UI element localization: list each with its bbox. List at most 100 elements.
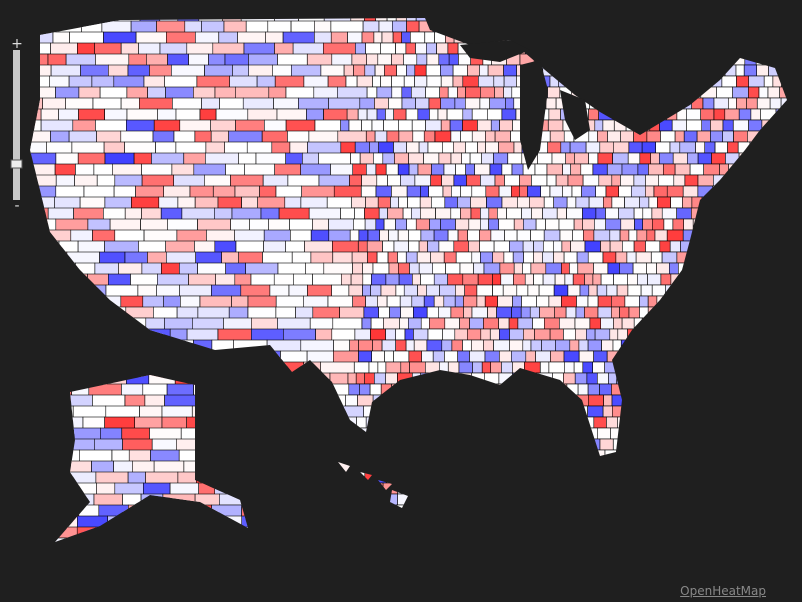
county [710, 504, 727, 517]
county [393, 394, 406, 407]
county [725, 152, 740, 165]
county [513, 273, 526, 286]
county [609, 64, 623, 77]
county [489, 163, 503, 176]
county [670, 361, 683, 374]
county [404, 328, 414, 341]
county [375, 526, 391, 539]
county [582, 218, 595, 231]
county [702, 240, 719, 253]
county [193, 339, 213, 352]
county [761, 350, 776, 363]
county [746, 493, 764, 506]
county [672, 42, 686, 55]
zoom-out[interactable]: - [14, 198, 19, 214]
county [770, 31, 781, 44]
county [534, 163, 548, 176]
county [597, 306, 612, 319]
county [480, 251, 493, 264]
county [378, 20, 393, 33]
county [372, 152, 384, 165]
county [791, 483, 802, 494]
county [758, 31, 772, 44]
county [692, 18, 707, 22]
county [308, 460, 332, 475]
county [159, 339, 194, 361]
county [411, 372, 421, 385]
county [501, 196, 518, 209]
county [572, 482, 583, 495]
county [25, 549, 42, 562]
county [763, 75, 774, 88]
county [445, 262, 461, 275]
county [417, 108, 430, 121]
county [795, 527, 802, 538]
county [657, 42, 674, 55]
county [708, 328, 723, 341]
county [486, 482, 503, 495]
county [740, 504, 754, 517]
attribution-link[interactable]: OpenHeatMap [680, 584, 766, 598]
county [774, 207, 787, 220]
zoom-slider[interactable] [13, 50, 20, 200]
county [580, 504, 592, 517]
county [723, 537, 736, 542]
county [776, 218, 787, 231]
county [742, 438, 754, 451]
zoom-in[interactable]: + [11, 36, 23, 52]
county [697, 427, 708, 440]
county [767, 53, 781, 66]
county [796, 76, 802, 87]
county [722, 416, 737, 429]
county [105, 339, 137, 354]
zoom-thumb[interactable] [10, 159, 23, 169]
county [618, 361, 633, 374]
county [654, 108, 667, 121]
county [695, 229, 711, 242]
county [614, 504, 630, 517]
county [653, 31, 665, 44]
county [641, 526, 654, 539]
county [245, 405, 266, 426]
county [401, 86, 412, 99]
county [376, 438, 389, 451]
county [260, 416, 281, 432]
county [606, 163, 623, 176]
county [691, 97, 704, 110]
county [738, 108, 752, 121]
county [645, 174, 660, 187]
county [457, 229, 468, 242]
county [395, 328, 406, 341]
county [362, 262, 374, 275]
county [611, 53, 627, 66]
county [542, 273, 556, 286]
county [639, 504, 652, 517]
county [609, 20, 619, 33]
county [288, 493, 310, 508]
county [760, 394, 770, 407]
county [512, 361, 525, 374]
county [674, 163, 691, 176]
county [690, 207, 706, 220]
county [522, 339, 532, 352]
county [177, 471, 197, 484]
county [743, 460, 761, 473]
county [703, 20, 718, 33]
county [662, 350, 676, 363]
county [552, 42, 569, 55]
county [411, 471, 428, 484]
county [561, 240, 571, 253]
county [628, 306, 640, 319]
county [238, 449, 268, 462]
county [622, 86, 634, 99]
county [553, 251, 565, 264]
county [641, 108, 656, 121]
county [597, 152, 613, 165]
county [597, 130, 608, 143]
county [752, 504, 766, 517]
county [406, 20, 420, 33]
county [580, 163, 594, 176]
county [537, 152, 553, 165]
county [555, 339, 571, 352]
county [374, 97, 389, 110]
